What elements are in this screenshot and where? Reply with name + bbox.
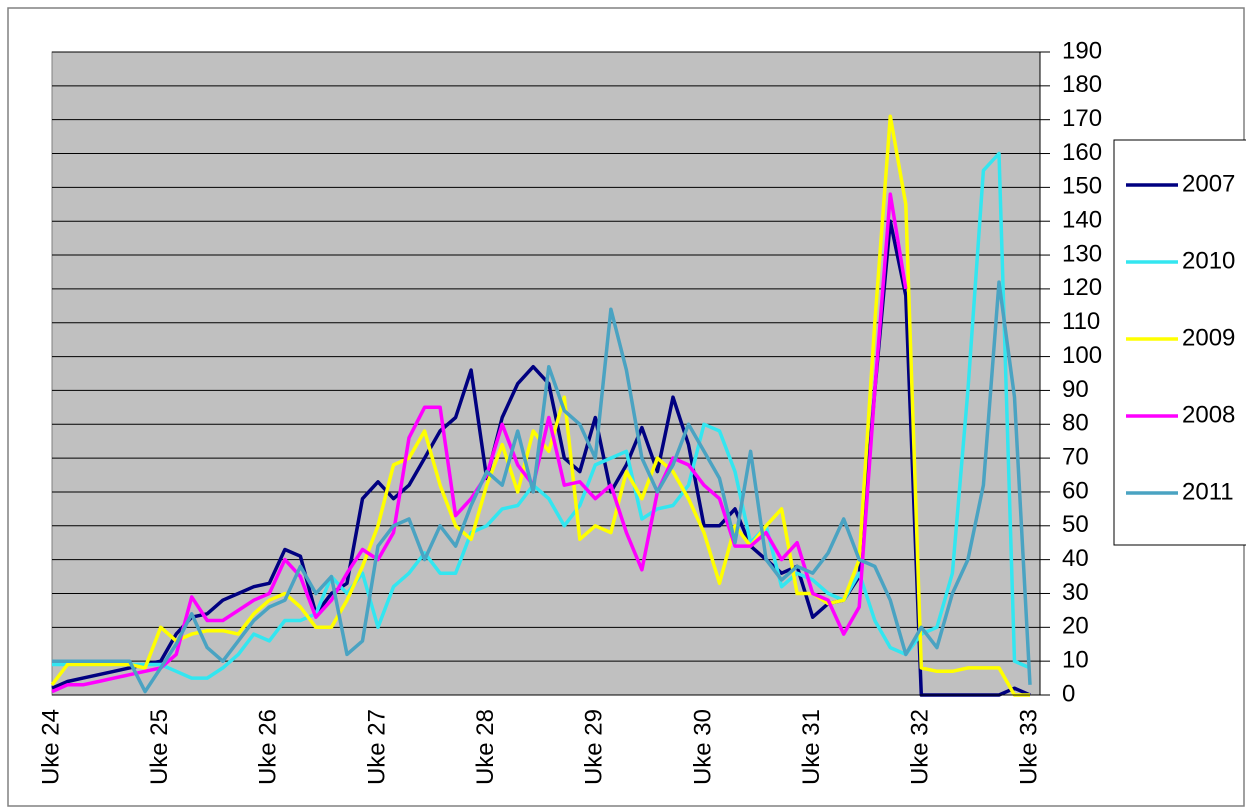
x-tick-label: Uke 28 xyxy=(472,709,499,785)
legend-label: 2009 xyxy=(1182,324,1235,351)
y-tick-label: 80 xyxy=(1062,410,1089,437)
x-tick-label: Uke 30 xyxy=(689,709,716,785)
y-tick-label: 30 xyxy=(1062,579,1089,606)
x-tick-label: Uke 25 xyxy=(146,709,173,785)
y-tick-label: 140 xyxy=(1062,207,1102,234)
y-tick-label: 190 xyxy=(1062,37,1102,64)
y-tick-label: 160 xyxy=(1062,139,1102,166)
x-tick-label: Uke 33 xyxy=(1015,709,1042,785)
y-tick-label: 60 xyxy=(1062,477,1089,504)
x-tick-label: Uke 27 xyxy=(363,709,390,785)
legend-label: 2011 xyxy=(1182,478,1234,505)
y-tick-label: 0 xyxy=(1062,680,1075,707)
x-tick-label: Uke 26 xyxy=(255,709,282,785)
legend xyxy=(1113,139,1246,546)
y-tick-label: 130 xyxy=(1062,240,1102,267)
y-tick-label: 110 xyxy=(1062,308,1100,335)
series-line xyxy=(52,151,1031,680)
x-tick-label: Uke 29 xyxy=(581,709,608,785)
x-tick-label: Uke 24 xyxy=(37,709,64,785)
y-tick-label: 40 xyxy=(1062,545,1089,572)
y-tick-label: 170 xyxy=(1062,105,1102,132)
y-tick-label: 180 xyxy=(1062,71,1102,98)
y-tick-label: 70 xyxy=(1062,443,1089,470)
legend-label: 2008 xyxy=(1182,401,1235,428)
legend-label: 2010 xyxy=(1182,247,1235,274)
y-tick-label: 150 xyxy=(1062,173,1102,200)
x-tick-label: Uke 31 xyxy=(798,709,825,785)
x-tick-label: Uke 32 xyxy=(907,709,934,785)
y-tick-label: 10 xyxy=(1062,647,1089,674)
y-tick-label: 120 xyxy=(1062,274,1102,301)
y-tick-label: 20 xyxy=(1062,613,1089,640)
legend-label: 2007 xyxy=(1182,170,1235,197)
y-tick-label: 100 xyxy=(1062,342,1102,369)
plot-area xyxy=(51,51,1041,696)
y-tick-label: 50 xyxy=(1062,511,1089,538)
y-tick-label: 90 xyxy=(1062,376,1089,403)
series-line xyxy=(52,280,1032,694)
